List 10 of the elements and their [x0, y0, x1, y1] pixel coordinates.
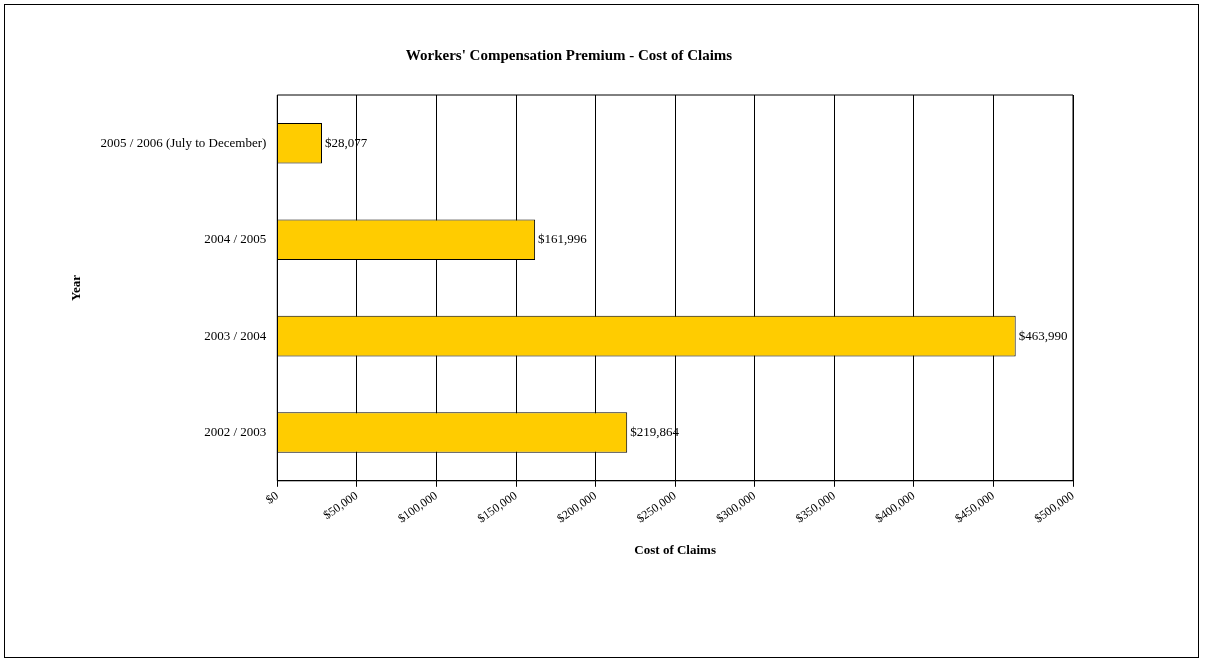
y-tick-label: 2003 / 2004 — [204, 327, 267, 343]
data-label: $463,990 — [1018, 327, 1068, 343]
x-tick-label: $0 — [263, 488, 281, 507]
y-tick-label: 2004 / 2005 — [204, 231, 267, 247]
data-label: $161,996 — [538, 231, 588, 247]
chart-title: Workers' Compensation Premium - Cost of Claims — [405, 46, 733, 63]
y-axis-title: Year — [68, 274, 84, 301]
x-axis-title: Cost of Claims — [634, 541, 716, 557]
y-tick-label: 2005 / 2006 (July to December) — [100, 134, 267, 150]
y-tick-label: 2002 / 2003 — [204, 423, 267, 439]
